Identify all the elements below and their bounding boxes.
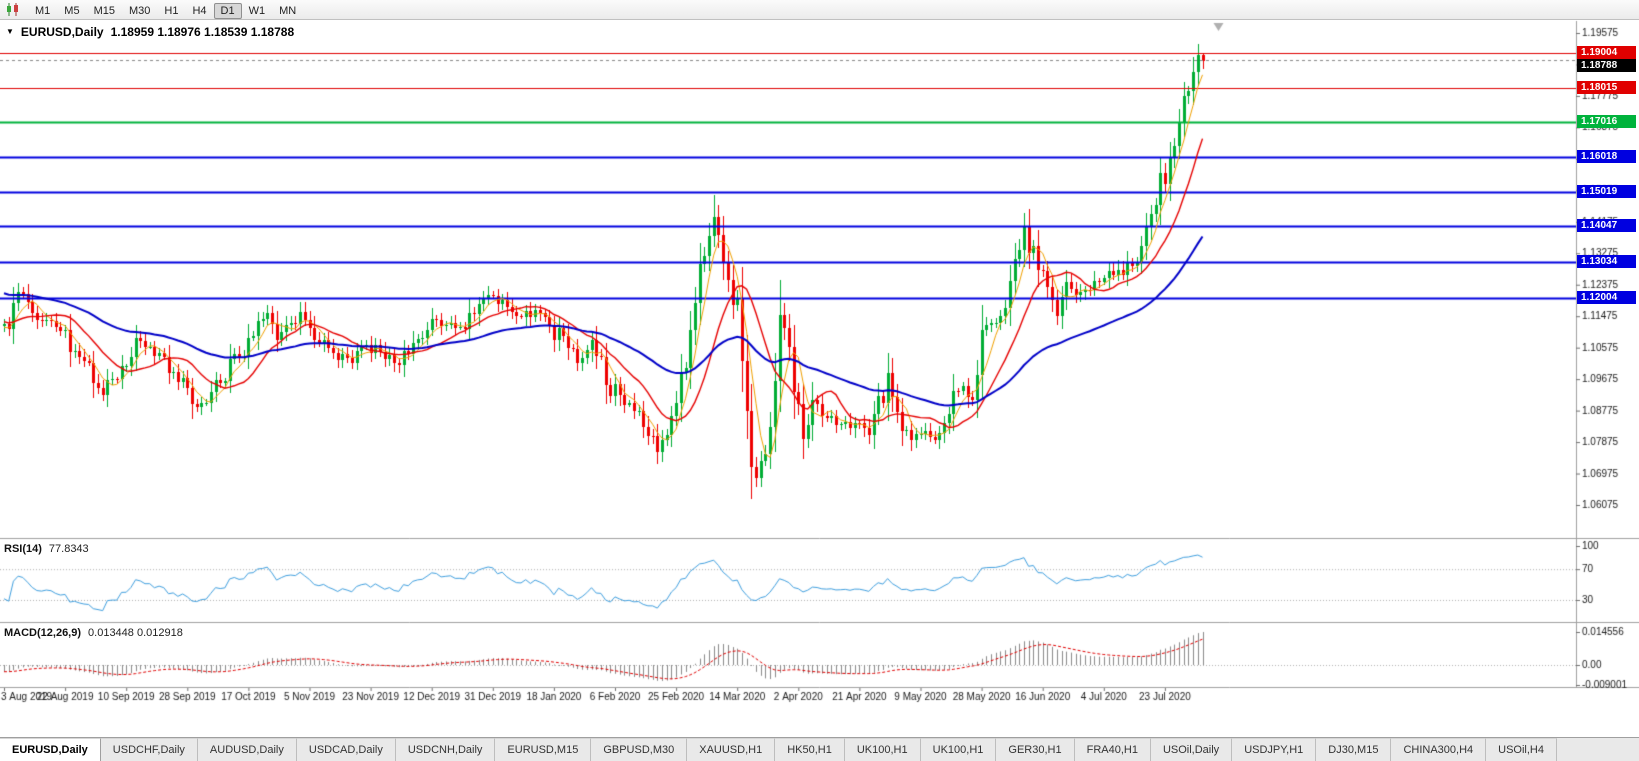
chart-tab-eurusd-daily[interactable]: EURUSD,Daily bbox=[0, 738, 101, 761]
rsi-name: RSI(14) bbox=[4, 543, 42, 555]
price-level-badge: 1.17016 bbox=[1577, 115, 1636, 128]
candlestick-glyph bbox=[7, 3, 18, 16]
price-level-badge: 1.13034 bbox=[1577, 255, 1636, 268]
current-price-badge: 1.18788 bbox=[1577, 59, 1636, 72]
timeframe-button-m1[interactable]: M1 bbox=[28, 3, 57, 19]
price-level-badge: 1.16018 bbox=[1577, 150, 1636, 163]
chart-tab-fra40-h1[interactable]: FRA40,H1 bbox=[1074, 738, 1151, 761]
chart-tab-usdchf-daily[interactable]: USDCHF,Daily bbox=[100, 738, 198, 761]
timeframe-button-m5[interactable]: M5 bbox=[57, 3, 86, 19]
timeframe-button-mn[interactable]: MN bbox=[272, 3, 303, 19]
price-level-badge: 1.15019 bbox=[1577, 185, 1636, 198]
symbol-label: EURUSD,Daily bbox=[20, 25, 104, 39]
chart-tab-gbpusd-m30[interactable]: GBPUSD,M30 bbox=[591, 738, 688, 761]
chart-periods-icon[interactable] bbox=[6, 3, 20, 16]
price-level-badge: 1.19004 bbox=[1577, 46, 1636, 59]
macd-indicator-label: MACD(12,26,9) 0.013448 0.012918 bbox=[4, 627, 183, 639]
chart-tab-dj30-m15[interactable]: DJ30,M15 bbox=[1316, 738, 1392, 761]
chart-tab-uk100-h1[interactable]: UK100,H1 bbox=[920, 738, 997, 761]
chart-tab-china300-h4[interactable]: CHINA300,H4 bbox=[1391, 738, 1487, 761]
chart-tab-eurusd-m15[interactable]: EURUSD,M15 bbox=[495, 738, 592, 761]
chart-tab-uk100-h1[interactable]: UK100,H1 bbox=[844, 738, 921, 761]
chart-tabs-bar: EURUSD,Daily USDCHF,Daily AUDUSD,Daily USDC… bbox=[0, 737, 1639, 761]
price-level-badge: 1.14047 bbox=[1577, 219, 1636, 232]
chart-tab-usoil-h4[interactable]: USOil,H4 bbox=[1486, 738, 1557, 761]
rsi-indicator-label: RSI(14) 77.8343 bbox=[4, 543, 89, 555]
timeframe-button-m15[interactable]: M15 bbox=[87, 3, 122, 19]
chart-tab-usoil-daily[interactable]: USOil,Daily bbox=[1150, 738, 1233, 761]
price-level-badge: 1.18015 bbox=[1577, 81, 1636, 94]
timeframe-button-w1[interactable]: W1 bbox=[242, 3, 273, 19]
price-level-badge: 1.12004 bbox=[1577, 291, 1636, 304]
timeframe-button-h4[interactable]: H4 bbox=[185, 3, 213, 19]
expand-arrow-icon[interactable]: ▼ bbox=[6, 27, 14, 36]
timeframe-toolbar: M1 M5 M15 M30 H1 H4 D1 W1 MN bbox=[0, 0, 1639, 20]
timeframe-button-m30[interactable]: M30 bbox=[122, 3, 157, 19]
chart-title: ▼ EURUSD,Daily 1.18959 1.18976 1.18539 1… bbox=[6, 25, 294, 39]
macd-values: 0.013448 0.012918 bbox=[88, 627, 183, 639]
ohlc-values: 1.18959 1.18976 1.18539 1.18788 bbox=[110, 25, 295, 39]
chart-tab-usdcad-daily[interactable]: USDCAD,Daily bbox=[296, 738, 396, 761]
timeframe-button-d1[interactable]: D1 bbox=[213, 2, 242, 19]
chart-tab-audusd-daily[interactable]: AUDUSD,Daily bbox=[197, 738, 297, 761]
chart-tab-usdcnh-daily[interactable]: USDCNH,Daily bbox=[395, 738, 496, 761]
timeframe-buttons: M1 M5 M15 M30 H1 H4 D1 W1 MN bbox=[28, 1, 303, 19]
chart-tab-xauusd-h1[interactable]: XAUUSD,H1 bbox=[687, 738, 776, 761]
macd-name: MACD(12,26,9) bbox=[4, 627, 82, 639]
chart-tab-usdjpy-h1[interactable]: USDJPY,H1 bbox=[1232, 738, 1317, 761]
rsi-value: 77.8343 bbox=[48, 543, 89, 555]
chart-tab-ger30-h1[interactable]: GER30,H1 bbox=[996, 738, 1075, 761]
timeframe-button-h1[interactable]: H1 bbox=[157, 3, 185, 19]
chart-tab-hk50-h1[interactable]: HK50,H1 bbox=[775, 738, 845, 761]
